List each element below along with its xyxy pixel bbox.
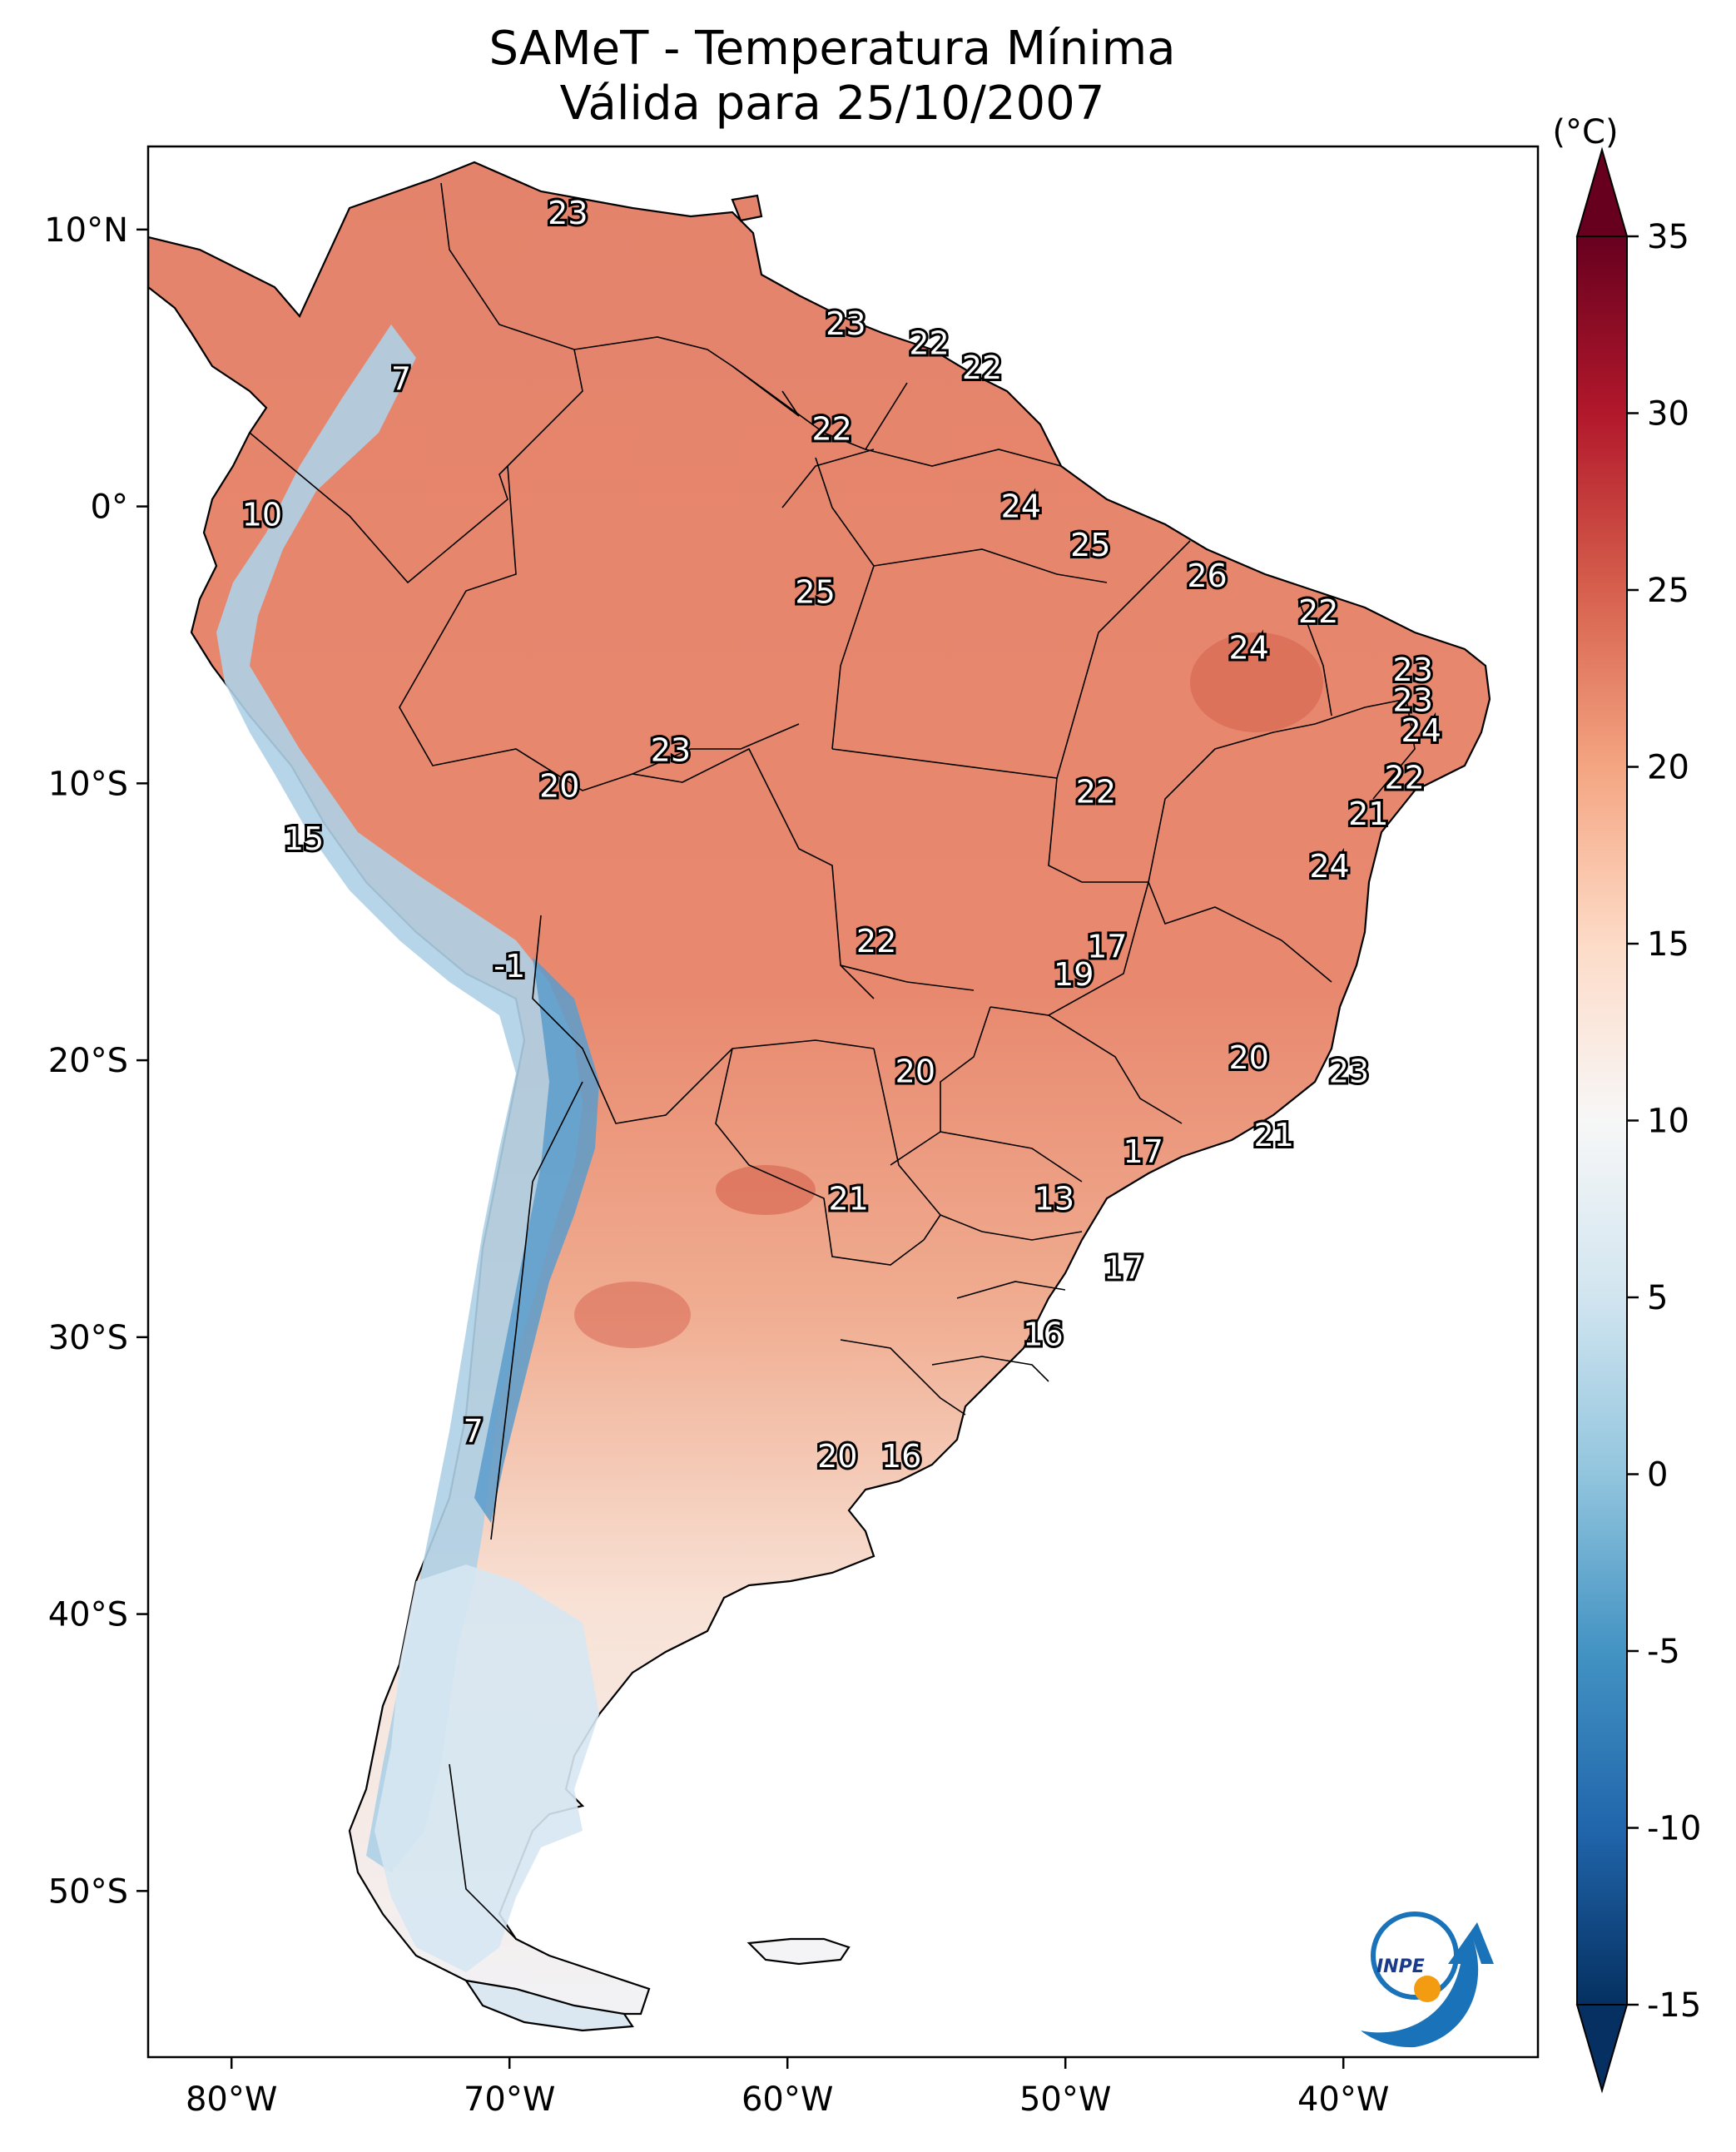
colorbar-ticks: 35 30 25 20 15 10 5 0 -5 -10 -15 (1627, 218, 1701, 2025)
y-tick-label: 50°S (48, 1872, 128, 1911)
temperature-label: 10 (242, 497, 282, 533)
warm-spot-northeast (1190, 632, 1323, 732)
warm-spot-argentina (574, 1282, 691, 1348)
y-axis-ticks: 10°N 0° 10°S 20°S 30°S 40°S 50°S (44, 211, 148, 1911)
title-line-2: Válida para 25/10/2007 (559, 77, 1105, 131)
y-tick-label: 10°S (48, 765, 128, 803)
colorbar-extend-max (1575, 146, 1629, 237)
colorbar-tick-label: 5 (1647, 1279, 1668, 1317)
temperature-label: 22 (811, 410, 851, 447)
logo-arrow (1361, 1922, 1494, 2048)
temperature-label: 21 (1348, 796, 1388, 832)
colorbar-tick-label: 0 (1647, 1456, 1668, 1495)
x-tick-label: 50°W (1019, 2080, 1111, 2119)
y-tick-label: 0° (91, 488, 128, 527)
colorbar-tick-label: -15 (1647, 1986, 1701, 2025)
x-tick-label: 40°W (1297, 2080, 1389, 2119)
colorbar-extend-min (1575, 2004, 1629, 2094)
map-layer (148, 161, 1491, 2032)
temperature-label: 24 (1228, 629, 1268, 666)
temperature-label: 25 (795, 574, 835, 611)
temperature-label: 17 (1087, 929, 1127, 965)
temperature-label: 22 (856, 923, 896, 959)
temperature-label: 23 (1393, 682, 1433, 719)
map-title: SAMeT - Temperatura Mínima Válida para 2… (0, 22, 1664, 131)
y-tick-label: 10°N (44, 211, 128, 250)
temperature-label: 23 (1393, 652, 1433, 688)
temperature-label: 23 (651, 731, 691, 768)
y-tick-label: 30°S (48, 1319, 128, 1357)
colorbar-tick-label: 15 (1647, 925, 1689, 964)
island-tierra-del-fuego (464, 1979, 634, 2032)
x-tick-label: 60°W (742, 2080, 833, 2119)
temperature-label: 20 (895, 1053, 935, 1089)
title-line-1: SAMeT - Temperatura Mínima (489, 22, 1176, 76)
temperature-label: 26 (1187, 558, 1227, 594)
temperature-label: 17 (1104, 1250, 1143, 1287)
temperature-label: 20 (817, 1438, 857, 1475)
temperature-label: 7 (464, 1413, 484, 1450)
colorbar-tick-label: 20 (1647, 749, 1689, 787)
temperature-label: 16 (1023, 1316, 1063, 1353)
country-borders (249, 182, 1062, 1940)
colorbar-body (1577, 236, 1627, 2005)
temperature-label: 22 (1385, 760, 1425, 796)
colorbar-tick-label: 25 (1647, 572, 1689, 610)
temperature-label: 20 (1228, 1039, 1268, 1076)
island-trinidad (731, 194, 763, 222)
colorbar-unit: (°C) (1552, 113, 1618, 151)
temperature-label: 15 (284, 821, 324, 857)
temperature-label: 24 (1401, 712, 1441, 749)
temperature-label: 25 (1070, 527, 1110, 563)
colorbar-tick-label: 30 (1647, 395, 1689, 434)
x-axis-ticks: 80°W 70°W 60°W 50°W 40°W (186, 2057, 1389, 2119)
state-borders (632, 449, 1416, 1382)
temperature-label: 21 (829, 1180, 869, 1217)
temperature-label: 22 (1298, 593, 1338, 630)
temperature-label: 24 (1309, 848, 1349, 885)
colorbar-tick-label: 10 (1647, 1103, 1689, 1141)
temperature-label: 23 (1329, 1053, 1369, 1089)
island-falklands (746, 1937, 851, 1966)
y-tick-label: 40°S (48, 1596, 128, 1634)
temperature-label: -1 (494, 948, 525, 984)
temperature-label: 19 (1054, 956, 1094, 993)
andes-core-region (474, 957, 599, 1523)
y-tick-label: 20°S (48, 1042, 128, 1080)
temperature-label: 22 (962, 350, 1002, 386)
patagonia-cold-region (374, 1564, 599, 1972)
map-axes-frame (146, 145, 1540, 2059)
temperature-label: 7 (391, 361, 411, 398)
temperature-label: 17 (1123, 1133, 1163, 1170)
x-tick-label: 70°W (464, 2080, 555, 2119)
logo-text: INPE (1376, 1956, 1425, 1977)
temperature-label: 22 (1076, 773, 1116, 810)
temperature-label: 22 (909, 325, 949, 361)
colorbar-tick-label: -5 (1647, 1633, 1680, 1671)
temperature-label: 21 (1254, 1117, 1294, 1153)
temperature-label: 23 (826, 305, 866, 342)
temperature-label: 23 (548, 195, 588, 231)
logo-sun (1414, 1976, 1441, 2002)
temperature-label: 13 (1034, 1180, 1074, 1217)
colorbar-tick-label: 35 (1647, 218, 1689, 256)
temperature-label: 16 (881, 1438, 921, 1475)
inpe-logo: INPE (1361, 1912, 1494, 2048)
temperature-label: 20 (539, 768, 579, 805)
warm-spot-chaco (716, 1165, 816, 1215)
colorbar-tick-label: -10 (1647, 1810, 1701, 1848)
temperature-label: 24 (1001, 488, 1041, 525)
colorbar: (°C) 35 30 25 20 15 10 5 0 -5 -10 -15 (1552, 113, 1701, 2094)
x-tick-label: 80°W (186, 2080, 277, 2119)
